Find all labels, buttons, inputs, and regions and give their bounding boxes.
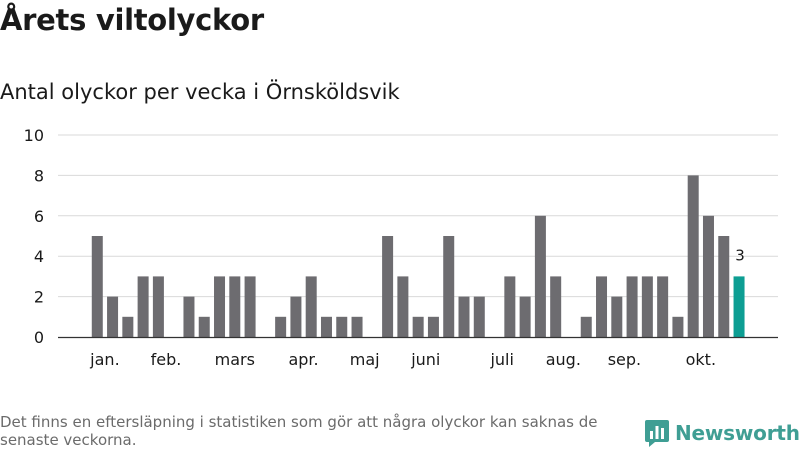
- bar: [427, 316, 439, 337]
- bar: [305, 276, 317, 337]
- bar: [473, 296, 485, 337]
- brand-name: Newsworthy: [675, 421, 800, 445]
- grid-lines: [58, 134, 778, 298]
- bar: [672, 316, 684, 337]
- bar: [152, 276, 164, 337]
- x-axis-month-labels: jan. feb. mars apr. maj juni juli aug. sep. okt.: [89, 350, 716, 369]
- chart-title: Årets viltolyckor: [0, 3, 264, 37]
- bar: [687, 175, 699, 337]
- bar: [626, 276, 638, 337]
- bar: [580, 316, 592, 337]
- bar: [641, 276, 653, 337]
- x-tick-label: juli: [489, 350, 513, 369]
- bar: [137, 276, 149, 337]
- bar: [504, 276, 516, 337]
- bar: [198, 316, 210, 337]
- bar: [702, 215, 714, 337]
- bar: [107, 296, 119, 337]
- bar: [397, 276, 409, 337]
- bar: [244, 276, 256, 337]
- x-tick-label: maj: [350, 350, 380, 369]
- y-tick-label: 10: [24, 126, 44, 145]
- x-tick-label: mars: [215, 350, 255, 369]
- bar-chart: 0 2 4 6 8 10 3 jan. feb. mars apr. maj juni juli aug…: [24, 126, 778, 369]
- bar-chart-logo-icon: [645, 420, 669, 447]
- bar: [534, 215, 546, 337]
- x-tick-label: feb.: [151, 350, 182, 369]
- bar: [596, 276, 608, 337]
- chart-subtitle: Antal olyckor per vecka i Örnsköldsvik: [0, 80, 400, 104]
- y-tick-label: 4: [34, 247, 44, 266]
- bar: [519, 296, 531, 337]
- footnote: Det finns en eftersläpning i statistiken…: [0, 413, 598, 449]
- bar-highlight: [733, 276, 745, 337]
- bar: [657, 276, 669, 337]
- bar: [214, 276, 226, 337]
- bar: [458, 296, 470, 337]
- data-label: 3: [735, 246, 745, 264]
- x-tick-label: sep.: [608, 350, 641, 369]
- bar: [412, 316, 424, 337]
- bar: [290, 296, 302, 337]
- x-tick-label: aug.: [546, 350, 581, 369]
- bar: [275, 316, 287, 337]
- x-tick-label: okt.: [686, 350, 716, 369]
- y-tick-label: 8: [34, 166, 44, 185]
- bar: [550, 276, 562, 337]
- bar: [91, 236, 103, 337]
- bar: [183, 296, 195, 337]
- x-tick-label: jan.: [89, 350, 119, 369]
- bar: [382, 236, 394, 337]
- x-tick-label: juni: [410, 350, 440, 369]
- bars: [91, 175, 745, 337]
- bar: [611, 296, 623, 337]
- data-labels: 3: [735, 246, 745, 264]
- x-tick-label: apr.: [288, 350, 318, 369]
- bar: [443, 236, 455, 337]
- bar: [336, 316, 348, 337]
- y-axis-ticks: 0 2 4 6 8 10: [24, 126, 44, 347]
- brand-logo: Newsworthy: [645, 418, 800, 448]
- bar: [229, 276, 241, 337]
- bar: [320, 316, 332, 337]
- y-tick-label: 2: [34, 288, 44, 307]
- bar: [122, 316, 134, 337]
- y-tick-label: 0: [34, 328, 44, 347]
- y-tick-label: 6: [34, 207, 44, 226]
- bar: [718, 236, 730, 337]
- bar: [351, 316, 363, 337]
